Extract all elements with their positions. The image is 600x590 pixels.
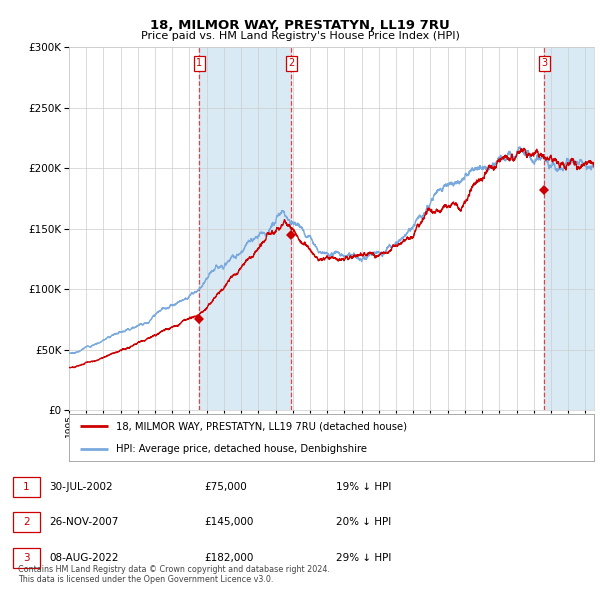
Text: Contains HM Land Registry data © Crown copyright and database right 2024.
This d: Contains HM Land Registry data © Crown c… (18, 565, 330, 584)
Text: £145,000: £145,000 (204, 517, 253, 527)
Text: 20% ↓ HPI: 20% ↓ HPI (336, 517, 391, 527)
Text: 3: 3 (23, 553, 30, 562)
Text: HPI: Average price, detached house, Denbighshire: HPI: Average price, detached house, Denb… (116, 444, 367, 454)
Text: £75,000: £75,000 (204, 482, 247, 491)
Bar (199, 47, 291, 410)
Text: 1: 1 (23, 482, 30, 491)
Text: 26-NOV-2007: 26-NOV-2007 (49, 517, 119, 527)
Text: 2: 2 (288, 58, 294, 68)
Text: 30-JUL-2002: 30-JUL-2002 (49, 482, 113, 491)
Text: 2: 2 (23, 517, 30, 527)
Text: 18, MILMOR WAY, PRESTATYN, LL19 7RU: 18, MILMOR WAY, PRESTATYN, LL19 7RU (150, 19, 450, 32)
Text: 3: 3 (541, 58, 547, 68)
Text: 08-AUG-2022: 08-AUG-2022 (49, 553, 119, 562)
Text: £182,000: £182,000 (204, 553, 253, 562)
Text: 29% ↓ HPI: 29% ↓ HPI (336, 553, 391, 562)
Text: 19% ↓ HPI: 19% ↓ HPI (336, 482, 391, 491)
Text: 1: 1 (196, 58, 203, 68)
Text: 18, MILMOR WAY, PRESTATYN, LL19 7RU (detached house): 18, MILMOR WAY, PRESTATYN, LL19 7RU (det… (116, 421, 407, 431)
Text: Price paid vs. HM Land Registry's House Price Index (HPI): Price paid vs. HM Land Registry's House … (140, 31, 460, 41)
Bar (544, 47, 594, 410)
